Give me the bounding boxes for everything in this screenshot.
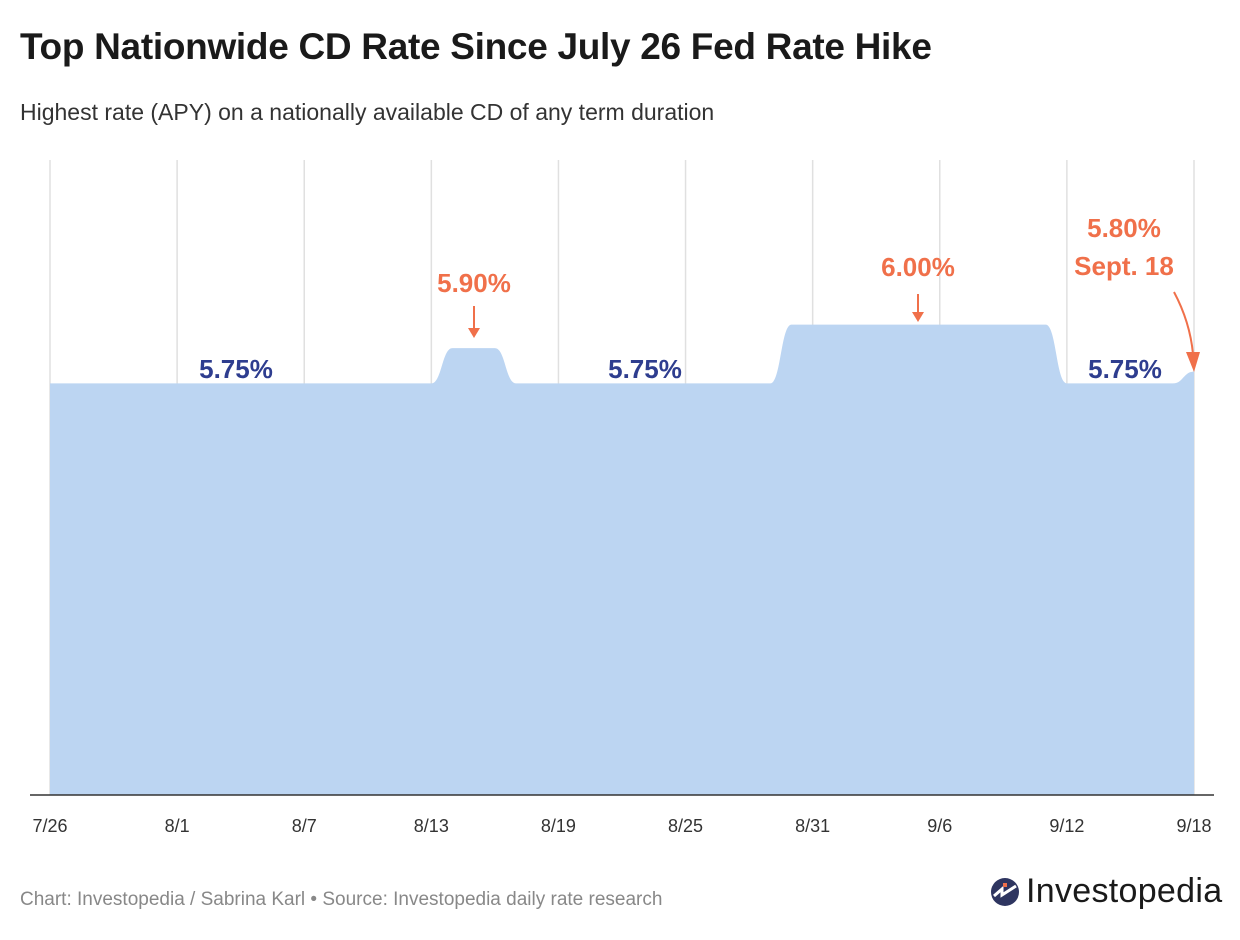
investopedia-logo: Investopedia bbox=[990, 872, 1222, 911]
x-tick-label: 8/19 bbox=[541, 816, 576, 836]
chart-footer: Chart: Investopedia / Sabrina Karl • Sou… bbox=[20, 889, 663, 910]
x-tick-label: 7/26 bbox=[32, 816, 67, 836]
label-sept-18: Sept. 18 bbox=[1074, 251, 1174, 281]
x-tick-label: 8/31 bbox=[795, 816, 830, 836]
rate-area bbox=[50, 324, 1194, 795]
x-tick-label: 8/1 bbox=[165, 816, 190, 836]
logo-text: Investopedia bbox=[1026, 872, 1223, 910]
chart-subtitle: Highest rate (APY) on a nationally avail… bbox=[20, 99, 715, 125]
label-590: 5.90% bbox=[437, 268, 511, 298]
arrow-590 bbox=[468, 306, 480, 338]
x-tick-label: 9/18 bbox=[1176, 816, 1211, 836]
x-tick-label: 9/6 bbox=[927, 816, 952, 836]
arrow-600 bbox=[912, 294, 924, 322]
investopedia-logo-icon bbox=[991, 877, 1019, 906]
x-tick-label: 8/7 bbox=[292, 816, 317, 836]
label-575-second: 5.75% bbox=[608, 354, 682, 384]
x-tick-label: 8/13 bbox=[414, 816, 449, 836]
x-tick-label: 8/25 bbox=[668, 816, 703, 836]
area-chart: 7/26 8/1 8/7 8/13 8/19 8/25 8/31 9/6 9/12 9/18 5.… bbox=[30, 160, 1214, 836]
label-575-third: 5.75% bbox=[1088, 354, 1162, 384]
x-tick-label: 9/12 bbox=[1049, 816, 1084, 836]
label-600: 6.00% bbox=[881, 252, 955, 282]
label-575-first: 5.75% bbox=[199, 354, 273, 384]
label-580: 5.80% bbox=[1087, 213, 1161, 243]
chart-title: Top Nationwide CD Rate Since July 26 Fed… bbox=[20, 26, 932, 67]
arrow-580 bbox=[1173, 291, 1200, 372]
